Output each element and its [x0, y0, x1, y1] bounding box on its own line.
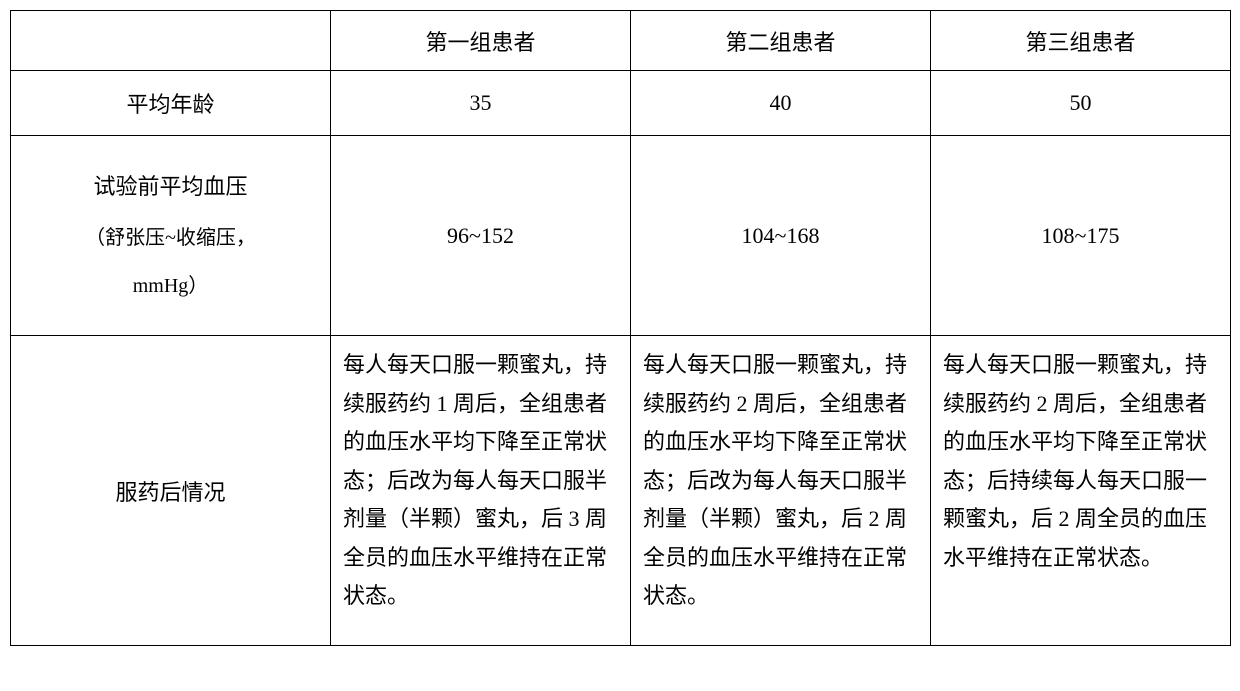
bp-label-sub2: mmHg）: [21, 262, 320, 310]
header-empty-cell: [11, 11, 331, 71]
age-row: 平均年龄 35 40 50: [11, 71, 1231, 136]
age-group1: 35: [331, 71, 631, 136]
bp-before-group1: 96~152: [331, 136, 631, 336]
after-med-row: 服药后情况 每人每天口服一颗蜜丸，持续服药约 1 周后，全组患者的血压水平均下降…: [11, 336, 1231, 646]
bp-before-row: 试验前平均血压 （舒张压~收缩压， mmHg） 96~152 104~168 1…: [11, 136, 1231, 336]
after-med-group1: 每人每天口服一颗蜜丸，持续服药约 1 周后，全组患者的血压水平均下降至正常状态；…: [331, 336, 631, 646]
header-group3: 第三组患者: [931, 11, 1231, 71]
age-group3: 50: [931, 71, 1231, 136]
bp-before-group2: 104~168: [631, 136, 931, 336]
bp-before-group3: 108~175: [931, 136, 1231, 336]
bp-label-sub1: （舒张压~收缩压，: [21, 214, 320, 262]
after-med-group3: 每人每天口服一颗蜜丸，持续服药约 2 周后，全组患者的血压水平均下降至正常状态；…: [931, 336, 1231, 646]
age-group2: 40: [631, 71, 931, 136]
bp-label-main: 试验前平均血压: [21, 161, 320, 214]
bp-before-label: 试验前平均血压 （舒张压~收缩压， mmHg）: [11, 136, 331, 336]
data-table: 第一组患者 第二组患者 第三组患者 平均年龄 35 40 50 试验前平均血压 …: [10, 10, 1231, 646]
after-med-group2: 每人每天口服一颗蜜丸，持续服药约 2 周后，全组患者的血压水平均下降至正常状态；…: [631, 336, 931, 646]
header-group2: 第二组患者: [631, 11, 931, 71]
header-row: 第一组患者 第二组患者 第三组患者: [11, 11, 1231, 71]
header-group1: 第一组患者: [331, 11, 631, 71]
after-med-label: 服药后情况: [11, 336, 331, 646]
age-label: 平均年龄: [11, 71, 331, 136]
clinical-trial-table: 第一组患者 第二组患者 第三组患者 平均年龄 35 40 50 试验前平均血压 …: [10, 10, 1230, 646]
